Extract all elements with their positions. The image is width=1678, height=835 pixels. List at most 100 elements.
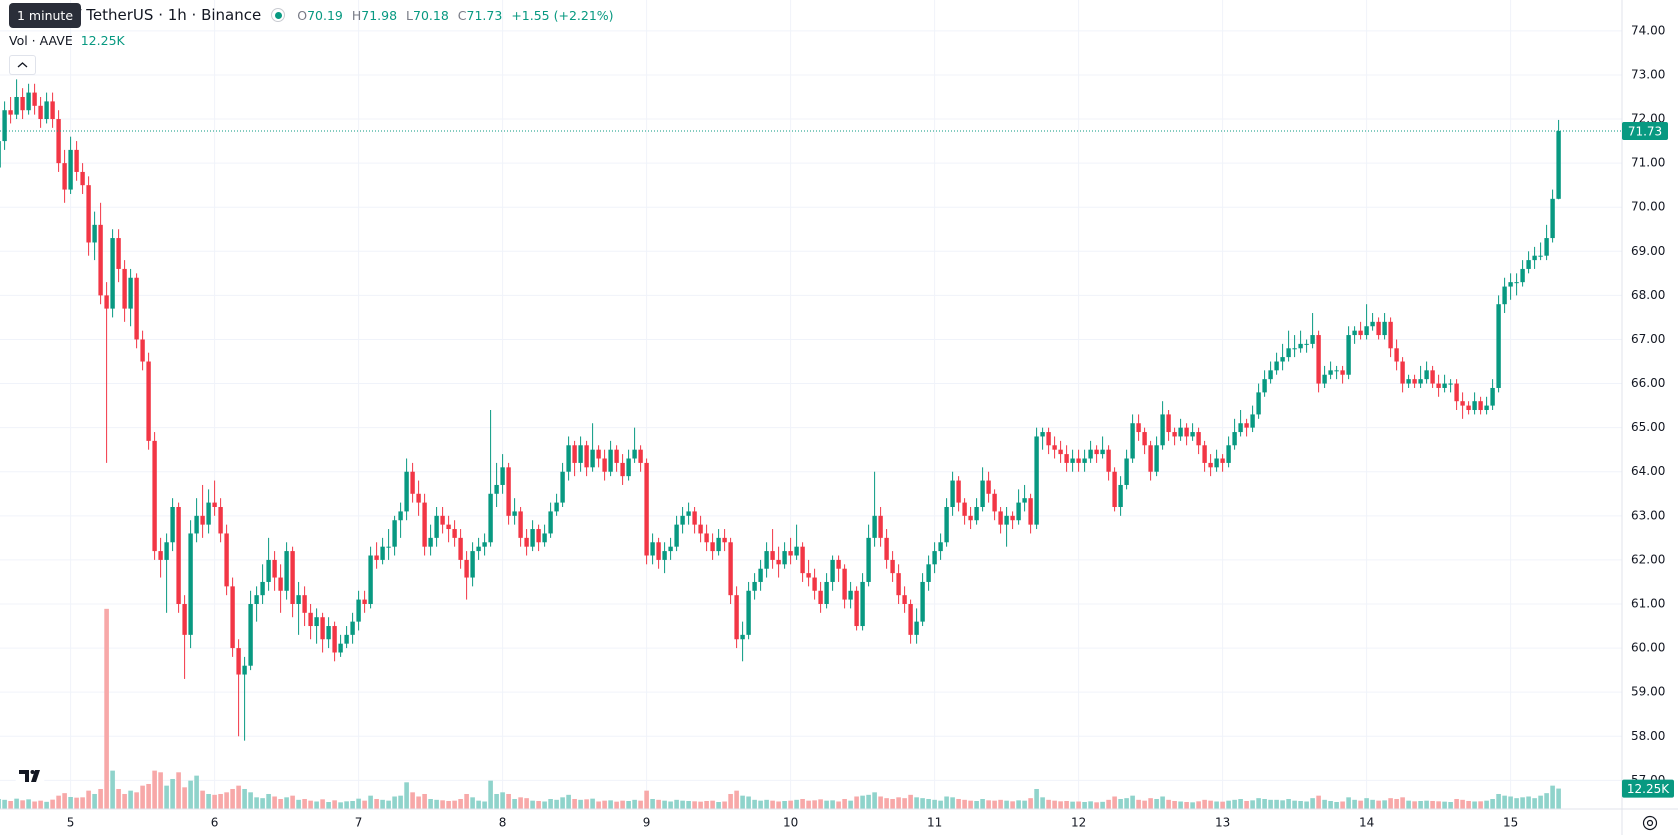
logo-dot (30, 770, 35, 774)
candle-body (860, 581, 865, 627)
volume-bar (152, 770, 157, 809)
candle-body (20, 96, 25, 111)
candle-body (266, 559, 271, 582)
candle-body (1382, 321, 1387, 336)
candle-body (140, 339, 145, 362)
volume-bar (524, 798, 529, 809)
x-tick-label: 12 (1071, 816, 1086, 830)
volume-bar (1034, 788, 1039, 809)
candle-body (92, 224, 97, 243)
symbol-title[interactable]: AAVE / TetherUS · 1h · Binance (32, 6, 262, 24)
candle-body (212, 502, 217, 508)
volume-bar (62, 793, 67, 809)
candle-body (1184, 427, 1189, 437)
volume-bar (1046, 799, 1051, 809)
candle-body (506, 467, 511, 516)
volume-bar (650, 798, 655, 809)
volume-bar (386, 800, 391, 809)
volume-bar (602, 800, 607, 809)
candle-body (1472, 401, 1477, 411)
candle-body (224, 533, 229, 587)
volume-bar (326, 801, 331, 809)
volume-bar (1544, 793, 1549, 809)
candle-body (716, 537, 721, 552)
volume-bar (632, 799, 637, 809)
candle-body (962, 502, 967, 516)
volume-bar (194, 775, 199, 809)
candle-body (608, 449, 613, 472)
candle-body (542, 533, 547, 543)
candle-body (332, 626, 337, 653)
volume-bar (830, 800, 835, 809)
volume-bar (140, 785, 145, 809)
volume-bar (1004, 800, 1009, 809)
volume-bar (1424, 800, 1429, 809)
candle-body (278, 577, 283, 591)
candle-body (1502, 286, 1507, 305)
candle-body (1322, 374, 1327, 384)
volume-bar (1328, 800, 1333, 809)
volume-bar (1496, 793, 1501, 809)
volume-bar (854, 796, 859, 809)
volume-bar (986, 800, 991, 809)
candle-body (674, 524, 679, 547)
volume-bar (890, 798, 895, 809)
candle-body (1508, 282, 1513, 287)
candle-body (524, 537, 529, 547)
volume-bar (1112, 796, 1117, 809)
volume-bar (1010, 801, 1015, 809)
candle-body (182, 603, 187, 635)
candle-body (1094, 449, 1099, 455)
volume-bar (1208, 800, 1213, 809)
volume-bar (1532, 798, 1537, 809)
volume-bar (500, 792, 505, 809)
settings-icon[interactable] (1642, 815, 1658, 831)
candle-body (788, 551, 793, 556)
candle-body (884, 537, 889, 560)
candle-body (50, 101, 55, 120)
ohlc-value: 70.18 (413, 7, 449, 23)
volume-bar (1232, 799, 1237, 809)
volume-bar (464, 793, 469, 809)
candle-body (1454, 383, 1459, 402)
volume-bar (296, 799, 301, 809)
candle-body (680, 515, 685, 525)
candle-body (0, 141, 1, 168)
candle-body (1268, 370, 1273, 380)
y-tick-label: 63.00 (1631, 508, 1665, 522)
volume-bar (1196, 801, 1201, 809)
volume-bar (1406, 800, 1411, 809)
price-label-bg (1622, 121, 1668, 140)
candle-body (38, 105, 43, 120)
chevron (17, 62, 28, 68)
candle-body (902, 595, 907, 604)
collapse-button[interactable] (9, 55, 36, 75)
candle-body (1076, 458, 1081, 463)
candles (0, 79, 1561, 741)
volume-bar (428, 798, 433, 809)
candle-body (1220, 458, 1225, 463)
volume-bar (788, 800, 793, 809)
volume-bar (134, 792, 139, 809)
volume-bar (356, 798, 361, 809)
candle-body (1100, 449, 1105, 455)
volume-bar (596, 801, 601, 809)
volume-bar (686, 800, 691, 809)
volume-bar (1538, 795, 1543, 809)
candle-body (338, 643, 343, 653)
volume-bar (110, 770, 115, 809)
candle-body (1214, 458, 1219, 468)
x-tick-label: 8 (499, 816, 507, 830)
candle-body (986, 480, 991, 494)
y-tick-label: 68.00 (1631, 288, 1665, 302)
volume-bar (1070, 801, 1075, 809)
candle-body (794, 546, 799, 556)
candle-body (1334, 370, 1339, 372)
candle-body (1238, 423, 1243, 433)
candle-body (482, 542, 487, 547)
volume-bar (1400, 797, 1405, 809)
candle-body (476, 546, 481, 552)
volume-bar (146, 783, 151, 809)
volume-bar (1148, 798, 1153, 809)
candle-body (518, 511, 523, 538)
